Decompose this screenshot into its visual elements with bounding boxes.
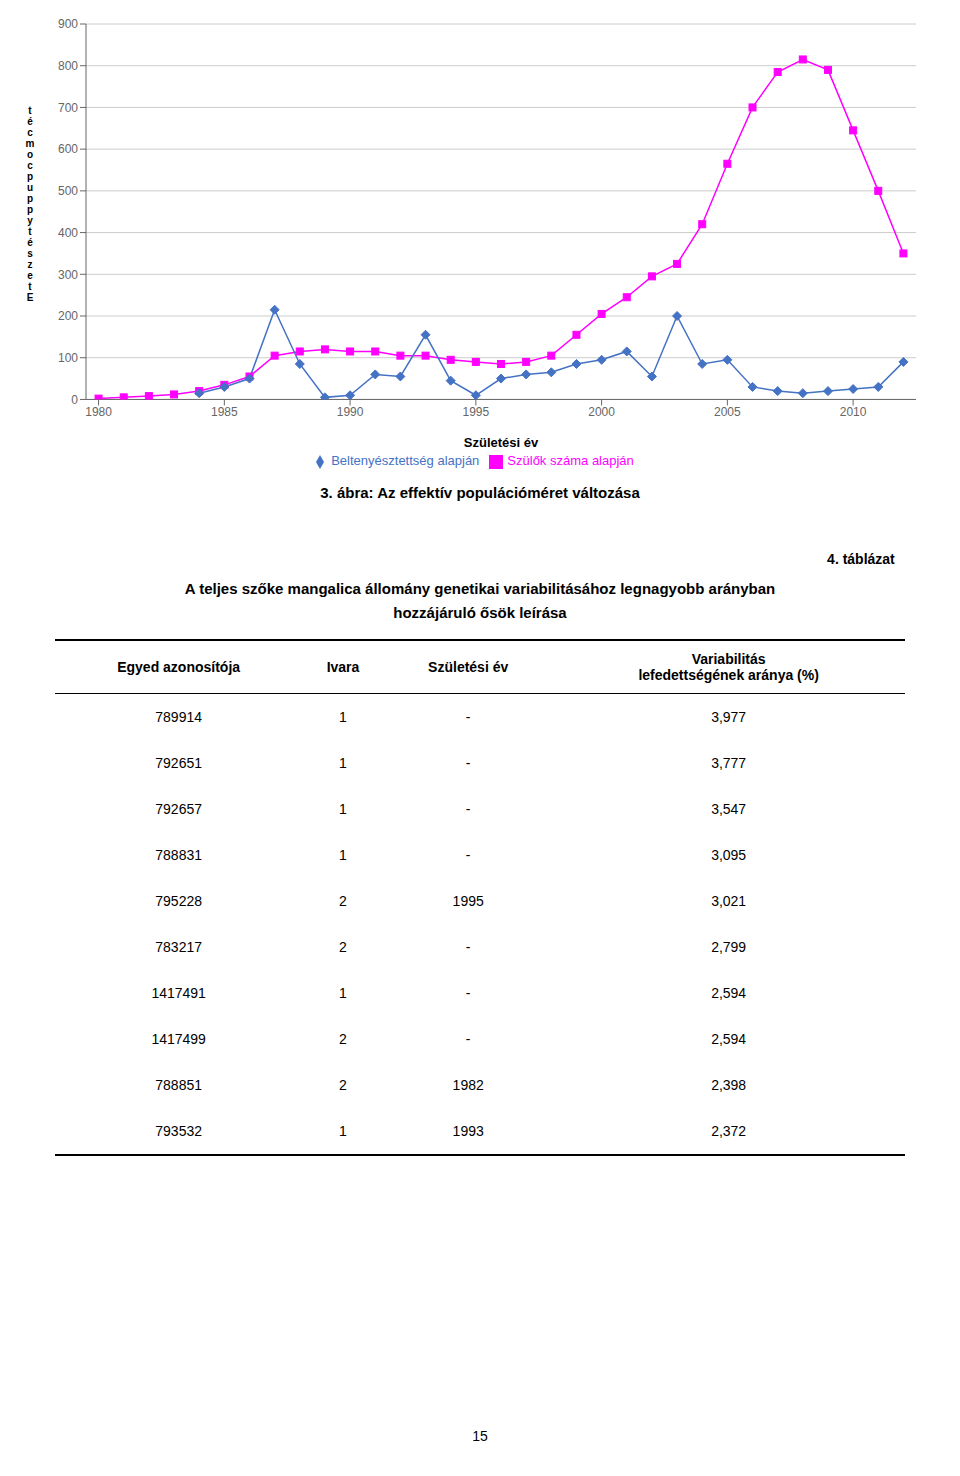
html-text:1: 1 [339,847,347,863]
html-text:3,777: 3,777 [711,755,747,771]
html-text:1982: 1982 [452,1077,484,1093]
html-text:15: 15 [472,1428,488,1444]
html-text:é: é [27,116,33,127]
svg-text:2000: 2000 [588,405,615,419]
html-text:o: o [26,149,33,160]
html-text:792657: 792657 [155,801,202,817]
html-text:c: c [27,160,33,171]
html-text:t: t [28,226,32,237]
html-text:Beltenyésztettség alapján: Beltenyésztettség alapján [331,453,480,469]
html-text:2,594: 2,594 [711,985,747,1001]
svg-text:400: 400 [58,226,78,240]
html-text:2,372: 2,372 [711,1123,747,1139]
svg-text:300: 300 [58,268,78,282]
html-text:u: u [26,182,33,193]
svg-text:2010: 2010 [840,405,867,419]
html-text:2: 2 [339,893,347,909]
html-text:1417491: 1417491 [151,985,206,1001]
html-text:1: 1 [339,1123,347,1139]
html-text:p: p [26,204,33,215]
svg-text:2005: 2005 [714,405,741,419]
html-text:2,398: 2,398 [711,1077,747,1093]
html-text:Ivara: Ivara [326,659,360,675]
html-text:c: c [27,127,33,138]
html-text:Variabilitás lefedettségének a: Variabilitás lefedettségének aránya (%) [638,651,819,683]
svg-text:600: 600 [58,142,78,156]
html-text:2: 2 [339,1031,347,1047]
html-text:Szülők száma alapján: Szülők száma alapján [507,453,634,469]
html-text:t: t [28,105,32,116]
html-text:s: s [27,248,33,259]
svg-text:700: 700 [58,101,78,115]
svg-text:500: 500 [58,184,78,198]
html-text:1993: 1993 [452,1123,484,1139]
html-text:p: p [26,193,33,204]
html-text:y: y [27,215,33,226]
svg-text:1995: 1995 [462,405,489,419]
html-text:m: m [25,138,35,149]
html-text:1: 1 [339,801,347,817]
html-text:A teljes szőke mangalica állom: A teljes szőke mangalica állomány geneti… [184,580,776,597]
html-text:3. ábra: Az effektív populáció: 3. ábra: Az effektív populációméret vált… [320,484,640,501]
html-text:789914: 789914 [155,709,202,725]
html-text:3,547: 3,547 [711,801,747,817]
svg-text:200: 200 [58,309,78,323]
html-text:4. táblázat: 4. táblázat [827,551,895,567]
html-text:1: 1 [339,755,347,771]
svg-text:900: 900 [58,17,78,31]
html-text:788831: 788831 [155,847,202,863]
svg-text:1985: 1985 [211,405,238,419]
html-text:1417499: 1417499 [151,1031,206,1047]
html-text:3,021: 3,021 [711,893,747,909]
html-text:2: 2 [339,939,347,955]
svg-text:0: 0 [71,393,78,407]
html-text:e: e [27,270,33,281]
html-text:2,799: 2,799 [711,939,747,955]
html-text:Születési év: Születési év [428,659,509,675]
html-text:1995: 1995 [452,893,484,909]
html-text:2,594: 2,594 [711,1031,747,1047]
html-text:795228: 795228 [155,893,202,909]
html-text:783217: 783217 [155,939,202,955]
html-text:788851: 788851 [155,1077,202,1093]
html-text:t: t [28,281,32,292]
html-text:z: z [27,259,33,270]
html-text:2: 2 [339,1077,347,1093]
svg-text:1980: 1980 [85,405,112,419]
svg-text:1990: 1990 [337,405,364,419]
html-text:792651: 792651 [155,755,202,771]
html-text:p: p [26,171,33,182]
html-text:793532: 793532 [155,1123,202,1139]
svg-text:800: 800 [58,59,78,73]
html-text:1: 1 [339,985,347,1001]
svg-text:Születési év: Születési év [464,435,539,450]
html-text:hozzájáruló ősök leírása: hozzájáruló ősök leírása [393,604,567,621]
html-text:E: E [26,292,34,303]
html-text:Egyed azonosítója: Egyed azonosítója [117,659,241,675]
html-text:3,977: 3,977 [711,709,747,725]
html-text:1: 1 [339,709,347,725]
html-text:é: é [27,237,33,248]
html-text:3,095: 3,095 [711,847,747,863]
svg-text:100: 100 [58,351,78,365]
